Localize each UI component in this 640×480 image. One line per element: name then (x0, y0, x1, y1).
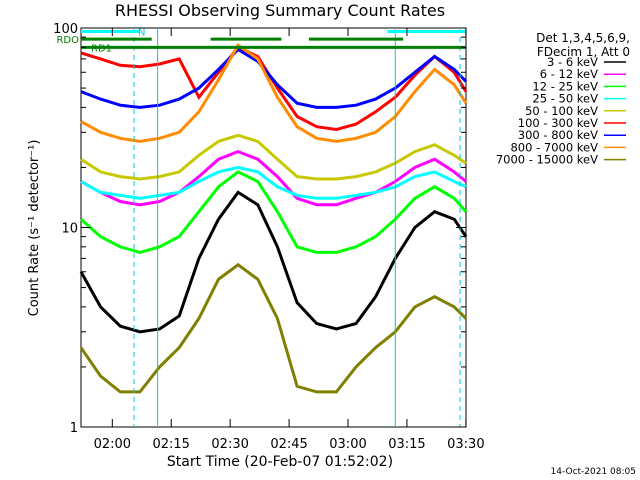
legend-label-2: 12 - 25 keV (532, 79, 598, 93)
series-line-6 (80, 47, 468, 109)
series-line-1 (80, 149, 467, 207)
legend-label-3: 25 - 50 keV (532, 92, 598, 106)
x-tick-label-5: 03:15 (388, 437, 425, 452)
chart-title: RHESSI Observing Summary Count Rates (115, 1, 445, 20)
plot-series-group (79, 43, 468, 394)
series-line-7 (80, 43, 468, 143)
legend-header-line-2: FDecim 1, Att 0 (537, 45, 630, 59)
x-axis-ticks: 02:00 02:15 02:30 02:45 03:00 03:15 03:30 (94, 28, 485, 452)
legend-label-6: 300 - 800 keV (518, 128, 598, 142)
series-line-5 (80, 45, 468, 132)
legend-label-4: 50 - 100 keV (525, 104, 598, 118)
x-tick-label-0: 02:00 (94, 437, 131, 452)
x-tick-label-4: 03:00 (329, 437, 366, 452)
legend-header-line-1: Det 1,3,4,5,6,9, (536, 31, 630, 45)
legend-label-1: 6 - 12 keV (540, 67, 598, 81)
legend-label-5: 100 - 300 keV (518, 116, 598, 130)
rdo-flag-label: RDO (56, 35, 79, 46)
legend-label-7: 800 - 7000 keV (510, 140, 598, 154)
rd1-flag-label: RD1 (91, 43, 112, 54)
series-line-0 (79, 190, 468, 334)
y-tick-label-0: 1 (70, 421, 78, 436)
series-line-3 (80, 165, 467, 200)
x-tick-label-1: 02:15 (152, 437, 189, 452)
y-axis-label: Count Rate (s⁻¹ detector⁻¹) (27, 140, 42, 317)
legend-label-8: 7000 - 15000 keV (496, 153, 598, 167)
x-axis-label: Start Time (20-Feb-07 01:52:02) (167, 454, 393, 470)
footer-date: 14-Oct-2021 08:05 (551, 467, 636, 477)
x-tick-label-3: 02:45 (270, 437, 307, 452)
y-tick-label-1: 10 (61, 222, 78, 237)
x-tick-label-6: 03:30 (447, 437, 484, 452)
n-flag-label: N (138, 28, 145, 39)
plot-overlays-group: RDO RD1 N (56, 28, 466, 427)
y-tick-label-2: 100 (53, 22, 78, 37)
series-line-2 (80, 170, 468, 254)
series-line-4 (80, 133, 467, 181)
y-axis-ticks: 1 10 100 (53, 22, 466, 436)
series-line-8 (79, 262, 468, 394)
legend-label-0: 3 - 6 keV (547, 55, 598, 69)
x-tick-label-2: 02:30 (211, 437, 248, 452)
